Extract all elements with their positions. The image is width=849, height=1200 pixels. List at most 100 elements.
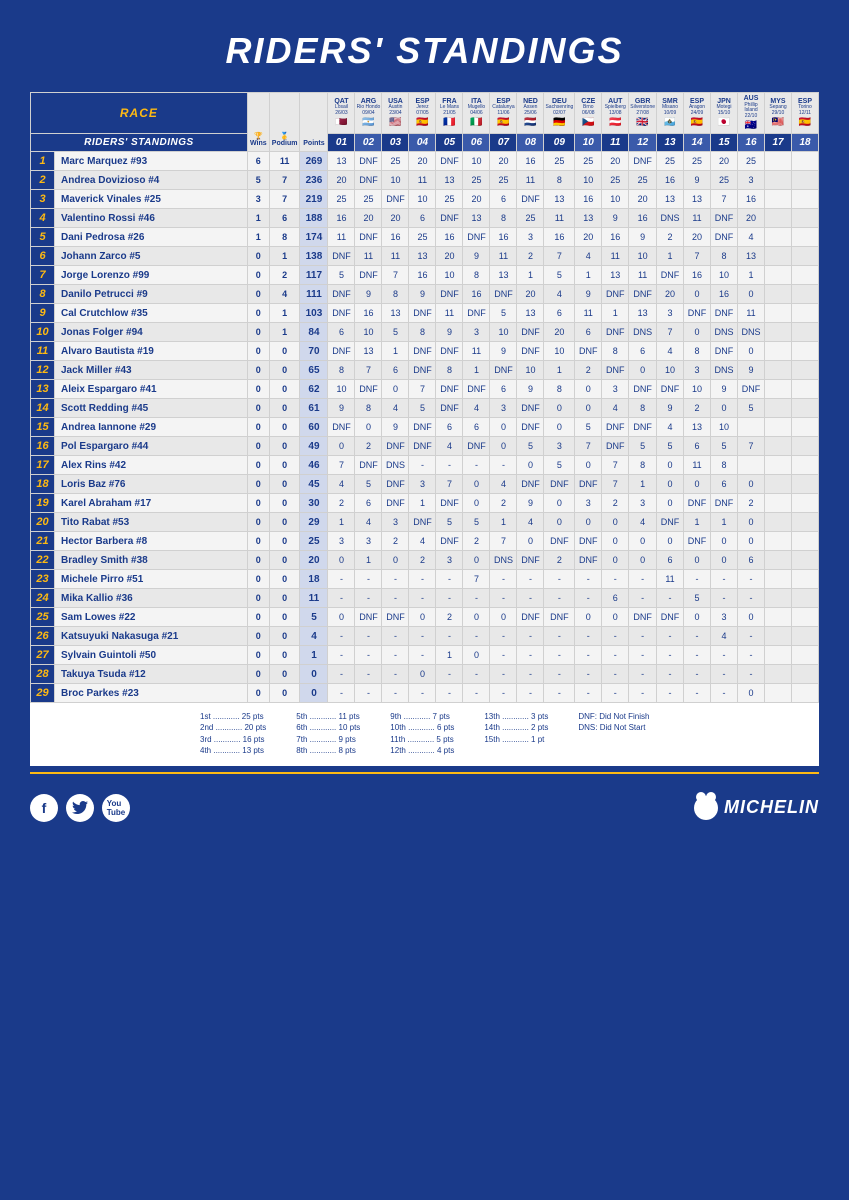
race-result-cell: 9 <box>490 342 517 361</box>
podium-cell: 11 <box>269 152 300 171</box>
race-result-cell: DNF <box>355 171 382 190</box>
race-result-cell: DNF <box>436 342 463 361</box>
race-result-cell: 10 <box>575 171 602 190</box>
race-num-03: 03 <box>382 134 409 152</box>
race-result-cell: - <box>517 684 544 703</box>
race-result-cell: DNF <box>409 437 436 456</box>
race-result-cell: - <box>328 646 355 665</box>
race-result-cell <box>792 475 819 494</box>
race-header-QAT: QATLosail26/03🇶🇦 <box>328 93 355 134</box>
race-result-cell: 0 <box>409 608 436 627</box>
race-result-cell: 4 <box>463 399 490 418</box>
points-cell: 103 <box>300 304 328 323</box>
race-result-cell: 2 <box>684 399 711 418</box>
race-result-cell: 4 <box>738 228 765 247</box>
race-result-cell: 0 <box>629 532 657 551</box>
race-result-cell: 0 <box>657 494 684 513</box>
race-result-cell: 1 <box>463 361 490 380</box>
race-result-cell: 5 <box>629 437 657 456</box>
race-result-cell <box>765 627 792 646</box>
race-result-cell: DNS <box>711 361 738 380</box>
race-result-cell <box>792 171 819 190</box>
race-num-12: 12 <box>629 134 657 152</box>
points-cell: 219 <box>300 190 328 209</box>
race-result-cell <box>765 209 792 228</box>
race-result-cell: DNF <box>355 380 382 399</box>
twitter-icon[interactable] <box>66 794 94 822</box>
race-result-cell <box>792 665 819 684</box>
table-row: 3Maverick Vinales #25372192525DNF1025206… <box>31 190 819 209</box>
points-cell: 188 <box>300 209 328 228</box>
race-result-cell: DNS <box>657 209 684 228</box>
race-result-cell <box>765 608 792 627</box>
race-result-cell: 0 <box>575 456 602 475</box>
race-header-ESP: ESPJerez07/05🇪🇸 <box>409 93 436 134</box>
race-result-cell <box>765 418 792 437</box>
podium-cell: 0 <box>269 627 300 646</box>
race-result-cell: 2 <box>657 228 684 247</box>
race-result-cell: - <box>490 684 517 703</box>
race-result-cell: - <box>463 665 490 684</box>
race-result-cell: 13 <box>657 190 684 209</box>
race-result-cell: 11 <box>629 266 657 285</box>
facebook-icon[interactable]: f <box>30 794 58 822</box>
table-row: 26Katsuyuki Nakasuga #21004-------------… <box>31 627 819 646</box>
race-result-cell: 7 <box>575 437 602 456</box>
race-result-cell: - <box>629 570 657 589</box>
race-result-cell <box>792 418 819 437</box>
race-result-cell: 8 <box>436 361 463 380</box>
race-result-cell: 20 <box>355 209 382 228</box>
points-cell: 30 <box>300 494 328 513</box>
race-result-cell: DNF <box>575 475 602 494</box>
legend-row: 8th ............ 8 pts <box>296 745 360 756</box>
race-num-18: 18 <box>792 134 819 152</box>
race-result-cell: 1 <box>328 513 355 532</box>
race-result-cell: DNF <box>517 551 544 570</box>
race-result-cell: 5 <box>544 456 575 475</box>
race-result-cell: 0 <box>657 475 684 494</box>
race-result-cell <box>765 437 792 456</box>
race-result-cell <box>792 361 819 380</box>
rider-name-cell: Mika Kallio #36 <box>55 589 248 608</box>
race-result-cell: 0 <box>517 532 544 551</box>
points-cell: 111 <box>300 285 328 304</box>
race-header-USA: USAAustin23/04🇺🇸 <box>382 93 409 134</box>
race-result-cell: 9 <box>463 247 490 266</box>
race-result-cell: 8 <box>711 247 738 266</box>
race-header-JPN: JPNMotegi15/10🇯🇵 <box>711 93 738 134</box>
race-result-cell: 0 <box>602 608 629 627</box>
race-result-cell: 3 <box>436 551 463 570</box>
race-result-cell <box>765 513 792 532</box>
race-result-cell <box>792 190 819 209</box>
race-result-cell: 7 <box>490 532 517 551</box>
race-result-cell <box>765 304 792 323</box>
race-result-cell: 7 <box>738 437 765 456</box>
youtube-icon[interactable]: YouTube <box>102 794 130 822</box>
race-result-cell: - <box>657 589 684 608</box>
race-result-cell: 0 <box>328 608 355 627</box>
race-result-cell <box>738 456 765 475</box>
wins-cell: 0 <box>247 551 269 570</box>
race-result-cell: 1 <box>684 513 711 532</box>
race-result-cell: - <box>436 627 463 646</box>
race-result-cell: 3 <box>409 475 436 494</box>
race-result-cell: - <box>602 627 629 646</box>
legend-row: 10th ............ 6 pts <box>390 722 454 733</box>
race-result-cell: - <box>382 646 409 665</box>
race-result-cell: 4 <box>517 513 544 532</box>
points-cell: 269 <box>300 152 328 171</box>
wins-cell: 0 <box>247 684 269 703</box>
position-cell: 7 <box>31 266 55 285</box>
position-cell: 22 <box>31 551 55 570</box>
race-header-FRA: FRALe Mans21/05🇫🇷 <box>436 93 463 134</box>
race-result-cell: - <box>657 684 684 703</box>
page-title: RIDERS' STANDINGS <box>30 30 819 72</box>
race-result-cell: DNF <box>657 608 684 627</box>
race-result-cell <box>792 570 819 589</box>
race-num-07: 07 <box>490 134 517 152</box>
table-row: 23Michele Pirro #510018-----7------11--- <box>31 570 819 589</box>
race-result-cell: 16 <box>517 152 544 171</box>
position-cell: 2 <box>31 171 55 190</box>
race-result-cell: - <box>738 570 765 589</box>
race-result-cell: 11 <box>436 304 463 323</box>
